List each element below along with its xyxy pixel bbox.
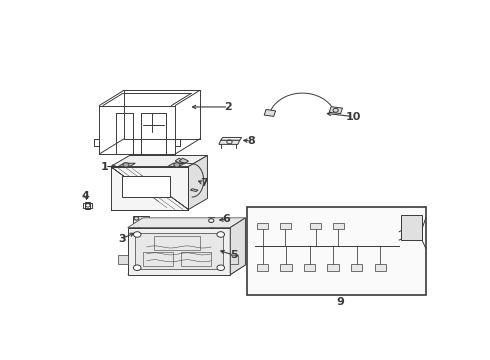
Bar <box>83 203 93 208</box>
Polygon shape <box>128 218 245 228</box>
Bar <box>257 223 268 229</box>
Polygon shape <box>133 216 148 228</box>
Text: 1: 1 <box>101 162 109 172</box>
Polygon shape <box>264 109 275 116</box>
Bar <box>405 217 410 222</box>
Bar <box>405 224 410 229</box>
Bar <box>143 252 173 266</box>
Polygon shape <box>190 189 198 192</box>
Bar <box>401 215 422 240</box>
Circle shape <box>217 265 224 270</box>
Bar <box>327 264 339 270</box>
Text: 8: 8 <box>247 136 255 146</box>
Bar <box>304 264 315 270</box>
Circle shape <box>133 232 141 237</box>
Text: 4: 4 <box>82 191 90 201</box>
Bar <box>111 167 189 210</box>
Polygon shape <box>128 265 245 275</box>
Polygon shape <box>230 218 245 275</box>
Polygon shape <box>175 158 185 164</box>
Text: 3: 3 <box>118 234 126 244</box>
Circle shape <box>133 265 141 270</box>
Bar <box>181 252 211 266</box>
Polygon shape <box>118 255 128 264</box>
Bar <box>351 264 363 270</box>
Bar <box>111 167 189 210</box>
Polygon shape <box>179 158 189 164</box>
Bar <box>247 207 426 296</box>
Text: 6: 6 <box>222 214 230 224</box>
Bar <box>333 223 344 229</box>
Text: 7: 7 <box>200 178 208 188</box>
Bar <box>209 225 213 229</box>
Bar <box>85 202 91 209</box>
Bar <box>128 228 230 275</box>
Polygon shape <box>168 163 185 167</box>
Text: 5: 5 <box>230 250 238 260</box>
Polygon shape <box>189 156 207 210</box>
Polygon shape <box>111 156 207 167</box>
Bar <box>154 236 200 250</box>
Polygon shape <box>329 107 343 114</box>
Bar <box>257 264 268 270</box>
Text: 2: 2 <box>224 102 232 112</box>
Bar <box>111 167 189 210</box>
Text: 9: 9 <box>337 297 344 307</box>
Polygon shape <box>230 255 238 264</box>
Circle shape <box>174 163 180 167</box>
Bar <box>280 264 292 270</box>
Bar <box>122 176 171 197</box>
Polygon shape <box>219 140 240 144</box>
Text: 10: 10 <box>346 112 361 122</box>
Bar <box>280 223 291 229</box>
Circle shape <box>123 163 129 167</box>
Polygon shape <box>220 138 242 140</box>
Polygon shape <box>118 163 135 167</box>
Bar <box>374 264 386 270</box>
Bar <box>135 233 222 269</box>
Bar <box>405 231 410 236</box>
Circle shape <box>217 232 224 237</box>
Bar <box>310 223 321 229</box>
